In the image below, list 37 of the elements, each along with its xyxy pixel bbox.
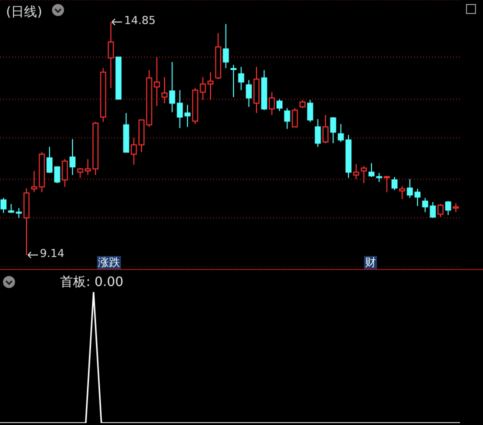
candlestick (330, 116, 336, 144)
candlestick (70, 138, 76, 176)
candlestick (230, 64, 236, 98)
candlestick (77, 168, 84, 178)
candlestick (16, 208, 22, 218)
candlestick (360, 166, 367, 184)
candlestick (0, 197, 6, 214)
candlestick (438, 203, 444, 218)
candlestick (422, 197, 428, 213)
candlestick (276, 98, 282, 112)
text: 财 (364, 256, 377, 269)
candlestick (430, 201, 436, 218)
annotation: 9.14 (40, 247, 64, 260)
candlestick (445, 200, 452, 216)
candlestick (392, 176, 398, 191)
candlestick (238, 66, 244, 91)
chart-title: 首板: 0.00 (60, 274, 124, 291)
candlestick (284, 108, 290, 130)
candlestick (162, 76, 168, 104)
candlestick (169, 61, 176, 113)
candlestick (31, 170, 38, 193)
chart-title: (日线) (6, 4, 42, 21)
candlestick (353, 164, 360, 180)
candlestick (62, 158, 68, 188)
candlestick (399, 186, 406, 200)
candlestick (314, 118, 321, 148)
candlestick (246, 79, 252, 108)
candlestick (222, 24, 229, 69)
annotation: 14.85 (124, 14, 156, 27)
candlestick (154, 56, 160, 107)
candlestick (322, 114, 328, 144)
candlestick (307, 99, 314, 122)
candlestick (108, 22, 114, 89)
text: 涨跌 (97, 256, 121, 269)
candlestick (268, 92, 275, 116)
candlestick (292, 108, 298, 128)
candlestick (384, 175, 390, 193)
